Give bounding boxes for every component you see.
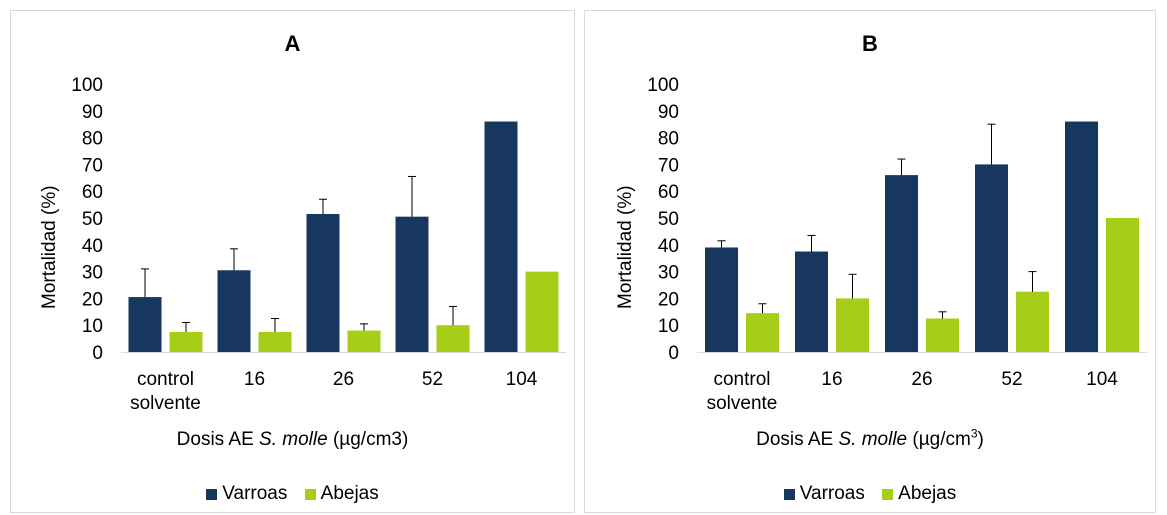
bar-abejas <box>746 313 779 352</box>
y-tick-label: 100 <box>647 75 679 96</box>
legend-item-abejas: Abejas <box>304 483 379 505</box>
legend-label-varroas: Varroas <box>222 483 288 504</box>
y-tick-label: 80 <box>658 129 679 150</box>
y-tick-label: 90 <box>658 102 679 123</box>
y-tick-label: 30 <box>658 263 679 284</box>
x-axis-label-unit: (µg/cm3) <box>327 429 409 450</box>
legend-item-abejas: Abejas <box>882 483 956 505</box>
x-axis-label-unit: (µg/cm <box>907 429 971 450</box>
x-axis-label-species: S. molle <box>838 429 908 450</box>
x-tick-label: 16 <box>821 369 842 390</box>
chart-plot-b: 0 10 20 30 40 50 60 70 80 90 100 control solvente 16 2… <box>647 75 1147 414</box>
legend: Varroas Abejas <box>11 483 574 506</box>
y-tick-label: 30 <box>82 263 103 284</box>
bar-varroas <box>975 164 1008 352</box>
legend-item-varroas: Varroas <box>783 483 865 505</box>
legend-swatch-abejas <box>882 488 894 500</box>
chart-plot-a: 0 10 20 30 40 50 60 70 80 90 100 control solvente 16 2… <box>71 75 566 414</box>
x-tick-label: 104 <box>1086 369 1118 390</box>
bar-abejas <box>169 331 203 352</box>
y-tick-label: 20 <box>82 289 103 310</box>
legend-item-varroas: Varroas <box>206 483 287 505</box>
x-tick-label: 104 <box>506 369 538 390</box>
y-tick-label: 10 <box>82 316 103 337</box>
x-axis-label: Dosis AE S. molle (µg/cm3) <box>11 429 574 451</box>
x-tick-label: solvente <box>707 393 778 414</box>
x-tick-label: control <box>713 369 770 390</box>
bar-varroas <box>484 121 518 353</box>
x-tick-label: 52 <box>422 369 443 390</box>
bar-varroas <box>217 270 251 352</box>
x-tick-label: solvente <box>130 393 201 414</box>
chart-title: B <box>862 31 878 56</box>
x-tick-label: 26 <box>911 369 932 390</box>
x-axis-label: Dosis AE S. molle (µg/cm3) <box>585 426 1155 451</box>
bar-abejas <box>926 318 959 352</box>
x-axis-label-species: S. molle <box>259 429 328 450</box>
y-tick-label: 40 <box>658 236 679 257</box>
chart-panel-b: B Mortalidad (%) 0 10 20 30 40 50 60 70 80 90 100 c… <box>584 10 1156 513</box>
y-tick-label: 40 <box>82 236 103 257</box>
bar-abejas <box>258 331 292 352</box>
y-tick-label: 50 <box>658 209 679 230</box>
bar-abejas <box>1016 291 1049 352</box>
bar-abejas <box>1106 218 1139 352</box>
y-tick-label: 20 <box>658 289 679 310</box>
legend-label-varroas: Varroas <box>799 483 865 504</box>
bar-abejas <box>347 330 381 352</box>
y-tick-label: 50 <box>82 209 103 230</box>
x-axis-label-pre: Dosis AE <box>756 429 839 450</box>
legend-swatch-varroas <box>783 488 795 500</box>
legend-swatch-abejas <box>304 488 316 500</box>
y-tick-label: 100 <box>71 75 103 96</box>
y-tick-label: 80 <box>82 129 103 150</box>
y-tick-label: 90 <box>82 102 103 123</box>
bar-varroas <box>1065 121 1098 353</box>
bar-abejas <box>836 298 869 352</box>
y-tick-label: 60 <box>82 182 103 203</box>
bar-abejas <box>525 271 559 352</box>
legend-label-abejas: Abejas <box>898 483 957 504</box>
chart-title: A <box>284 31 301 56</box>
bar-abejas <box>436 325 470 352</box>
x-axis-label-close: ) <box>977 429 984 450</box>
y-tick-label: 60 <box>658 182 679 203</box>
bar-varroas <box>885 175 918 352</box>
x-tick-label: 16 <box>244 369 265 390</box>
x-tick-label: 52 <box>1001 369 1022 390</box>
y-tick-label: 0 <box>668 343 679 364</box>
bar-varroas <box>795 251 828 352</box>
bar-varroas <box>395 216 429 352</box>
x-tick-label: control <box>137 369 194 390</box>
bar-varroas <box>306 213 340 352</box>
x-tick-label: 26 <box>333 369 354 390</box>
legend: Varroas Abejas <box>585 483 1155 506</box>
y-tick-label: 0 <box>92 343 103 364</box>
y-tick-label: 70 <box>658 155 679 176</box>
legend-swatch-varroas <box>206 488 218 500</box>
x-axis-label-pre: Dosis AE <box>176 429 260 450</box>
legend-label-abejas: Abejas <box>320 483 379 504</box>
y-tick-label: 70 <box>82 155 103 176</box>
bar-varroas <box>128 297 162 352</box>
y-tick-label: 10 <box>658 316 679 337</box>
x-axis-label-exponent: 3 <box>970 426 978 441</box>
chart-panel-a: A Mortalidad (%) 0 10 20 30 40 50 60 70 80 90 100 c… <box>10 10 575 513</box>
bar-varroas <box>705 247 738 352</box>
